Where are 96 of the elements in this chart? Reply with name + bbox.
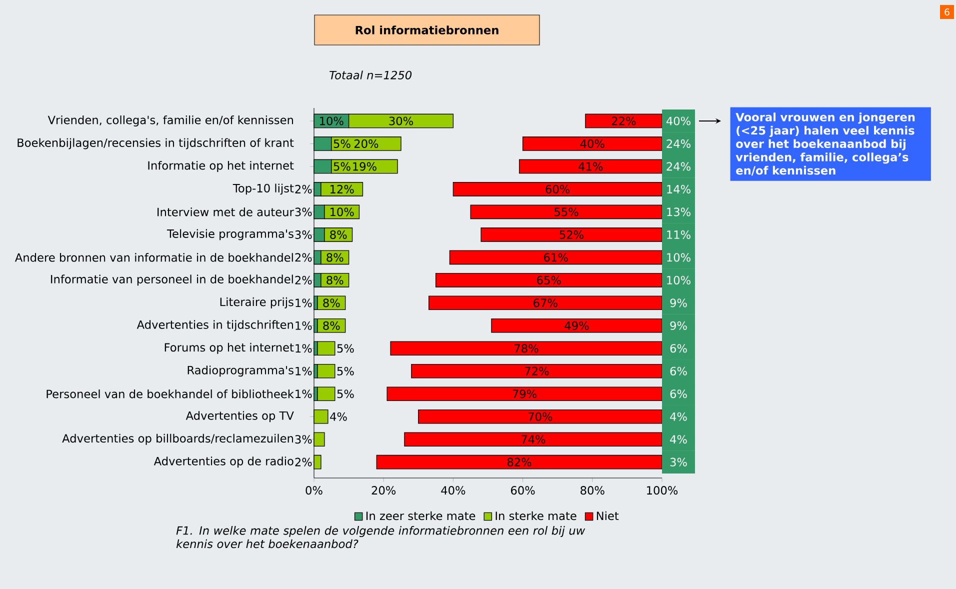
data-label: 2%	[295, 184, 312, 194]
data-label: 10%	[320, 116, 344, 126]
data-label: 30%	[389, 116, 413, 126]
y-tick-label: Personeel van de boekhandel of bibliotheek	[46, 389, 294, 398]
text: Vooral vrouwen en jongeren (<25 jaar) halen veel kennis over het boekenaanbod bij vrienden, familie, collega’s en/of kennissen	[736, 112, 915, 176]
data-label: 2%	[295, 276, 312, 284]
data-label: 12%	[330, 184, 354, 194]
data-label: 82%	[508, 458, 532, 466]
data-label: 52%	[560, 230, 584, 239]
data-label: 41%	[578, 162, 603, 171]
x-tick-label: 20%	[372, 486, 396, 495]
data-label: 5%	[334, 139, 350, 148]
x-tick-label: 80%	[580, 486, 604, 495]
text: F1. In welke mate spelen de volgende informatiebronnen een rol bij uw kennis over het boekenaanbod?	[176, 526, 586, 548]
data-label: 3%	[295, 435, 312, 444]
data-label: 8%	[326, 253, 344, 262]
data-label: 10%	[330, 208, 354, 216]
bar	[317, 341, 336, 356]
chart-title: Rol informatiebronnen	[356, 26, 498, 34]
y-tick-label: Interview met de auteur	[158, 208, 294, 216]
data-label: 4%	[330, 412, 347, 421]
y-tick-label: Literaire prijs	[220, 297, 294, 308]
annotation: 24%	[666, 139, 690, 148]
data-label: 20%	[354, 139, 378, 148]
data-label: 1%	[296, 298, 312, 308]
data-label: 8%	[323, 298, 340, 308]
y-tick-label: Advertenties op TV	[186, 411, 294, 422]
data-label: 1%	[296, 321, 312, 330]
data-label: 5%	[337, 390, 354, 398]
data-label: 1%	[296, 366, 312, 376]
data-label: 22%	[612, 116, 636, 126]
y-tick-label: Radioprogramma's	[188, 366, 294, 377]
y-tick-label: Advertenties op billboards/reclamezuilen	[62, 434, 294, 445]
bar	[317, 318, 346, 333]
y-tick-label: Top-10 lijst	[232, 184, 294, 195]
annotation: 40%	[666, 116, 690, 126]
x-tick-label: 40%	[441, 486, 466, 495]
annotation: 6%	[670, 390, 687, 398]
data-label: 2%	[295, 253, 312, 262]
legend-label: In sterke mate	[496, 511, 576, 520]
y-tick-label: Televisie programma's	[166, 229, 294, 240]
legend-label: In zeer sterke mate	[366, 511, 476, 520]
annotation: 14%	[667, 184, 690, 194]
y-tick-label: Advertenties in tijdschriften	[136, 320, 293, 332]
data-label: 5%	[337, 366, 354, 376]
data-label: 5%	[334, 162, 350, 171]
x-tick-label: 0%	[306, 486, 322, 495]
y-tick-label: Boekenbijlagen/recensies in tijdschriften of krant	[18, 138, 294, 150]
annotation: 4%	[670, 412, 687, 421]
bar	[317, 296, 346, 310]
data-label: 70%	[528, 412, 552, 421]
data-label: 19%	[353, 162, 376, 171]
bar	[317, 364, 336, 378]
y-tick-label: Forums op het internet	[164, 342, 294, 354]
data-label: 8%	[330, 230, 347, 239]
annotation: 24%	[666, 162, 690, 171]
data-label: 79%	[512, 390, 537, 398]
data-label: 61%	[544, 253, 568, 262]
data-label: 1%	[296, 390, 312, 398]
annotation: 9%	[670, 298, 687, 308]
annotation: 4%	[670, 435, 687, 444]
x-tick-label: 100%	[647, 486, 678, 495]
data-label: 72%	[525, 366, 549, 376]
annotation: 9%	[670, 321, 687, 330]
annotation: 13%	[667, 208, 690, 216]
x-tick-label: 60%	[511, 486, 535, 495]
annotation: 3%	[670, 458, 687, 466]
data-label: 3%	[295, 208, 312, 216]
y-tick-label: Andere bronnen van informatie in de boekhandel	[14, 253, 293, 262]
y-tick-label: Informatie op het internet	[148, 160, 294, 172]
y-tick-label: Advertenties op de radio	[154, 456, 294, 468]
legend-label: Niet	[596, 511, 619, 520]
data-label: 67%	[534, 298, 558, 308]
text: 6	[944, 8, 950, 16]
data-label: 78%	[514, 344, 538, 353]
annotation: 6%	[670, 344, 687, 353]
data-label: 5%	[337, 344, 354, 353]
data-label: 49%	[564, 321, 589, 330]
annotation: 10%	[667, 253, 690, 262]
data-label: 3%	[295, 230, 312, 239]
data-label: 40%	[580, 139, 604, 148]
data-label: 55%	[554, 208, 578, 216]
data-label: 1%	[296, 344, 312, 353]
data-label: 2%	[295, 458, 312, 466]
annotation: 11%	[667, 230, 690, 239]
data-label: 74%	[522, 435, 546, 444]
annotation: 10%	[667, 276, 690, 284]
bar	[317, 386, 336, 402]
data-label: 60%	[546, 184, 570, 194]
y-tick-label: Vrienden, collega's, familie en/of kennissen	[48, 115, 294, 126]
data-label: 8%	[323, 321, 340, 330]
y-tick-label: Informatie van personeel in de boekhandel	[51, 274, 293, 286]
data-label: 65%	[537, 276, 561, 284]
annotation: 6%	[670, 366, 687, 376]
data-label: 8%	[326, 276, 344, 284]
chart-subtitle: Totaal n=1250	[330, 70, 412, 80]
